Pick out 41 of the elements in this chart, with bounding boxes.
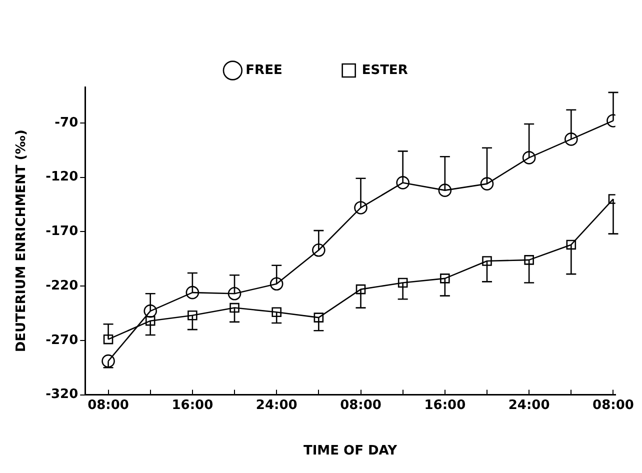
- point: [188, 310, 198, 320]
- point: [312, 243, 326, 257]
- x-tick-label: 08:00: [88, 398, 129, 413]
- point: [482, 256, 492, 266]
- y-tick-label: -320: [46, 387, 78, 402]
- point: [480, 177, 494, 190]
- y-tick-label: -170: [46, 224, 78, 240]
- point: [396, 176, 410, 190]
- point: [145, 316, 156, 326]
- legend-label: FREE: [246, 62, 282, 78]
- x-tick-label: 16:00: [424, 398, 466, 413]
- x-tick-label: 16:00: [172, 398, 214, 413]
- point: [522, 151, 536, 164]
- point: [438, 184, 452, 197]
- point: [440, 274, 450, 284]
- y-tick-label: -220: [46, 278, 78, 294]
- point: [228, 287, 242, 300]
- point: [314, 312, 324, 322]
- point: [144, 304, 158, 318]
- point: [102, 354, 115, 368]
- point: [354, 201, 368, 214]
- point: [103, 334, 114, 344]
- x-axis-title: TIME OF DAY: [303, 444, 398, 459]
- point: [398, 278, 408, 288]
- x-tick-label: 24:00: [508, 398, 550, 413]
- y-tick-label: -70: [54, 115, 78, 130]
- point: [186, 286, 200, 300]
- x-tick-label: 24:00: [256, 398, 298, 413]
- point: [564, 132, 578, 146]
- point: [356, 284, 366, 294]
- y-tick-label: -120: [46, 170, 78, 185]
- point: [230, 302, 240, 313]
- point: [524, 255, 534, 265]
- point: [272, 307, 282, 318]
- x-tick-label: 08:00: [340, 398, 382, 413]
- point: [566, 240, 576, 250]
- legend-label: ESTER: [362, 62, 408, 78]
- point: [270, 277, 284, 291]
- y-tick-label: -270: [46, 332, 78, 348]
- x-tick-label: 08:00: [592, 398, 634, 413]
- y-axis-title: DEUTERIUM ENRICHMENT (‰): [14, 130, 30, 352]
